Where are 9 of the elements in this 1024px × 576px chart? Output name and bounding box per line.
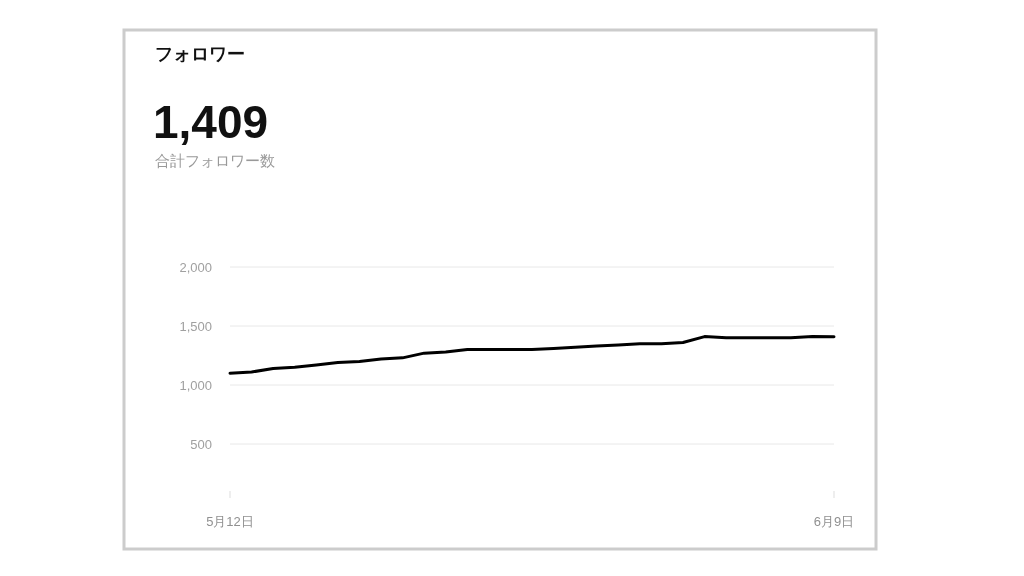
text: 1,409 [153, 96, 269, 148]
text: 合計フォロワー数 [155, 152, 275, 169]
y-tick-label: 500 [190, 436, 212, 452]
y-tick-label: 1,500 [179, 318, 212, 334]
x-tick-label: 6月9日 [813, 514, 855, 529]
y-tick-label: 2,000 [179, 259, 212, 275]
y-tick-label: 1,000 [179, 377, 212, 393]
chart-title: フォロワー [155, 44, 245, 64]
x-tick-label: 5月12日 [206, 514, 254, 529]
